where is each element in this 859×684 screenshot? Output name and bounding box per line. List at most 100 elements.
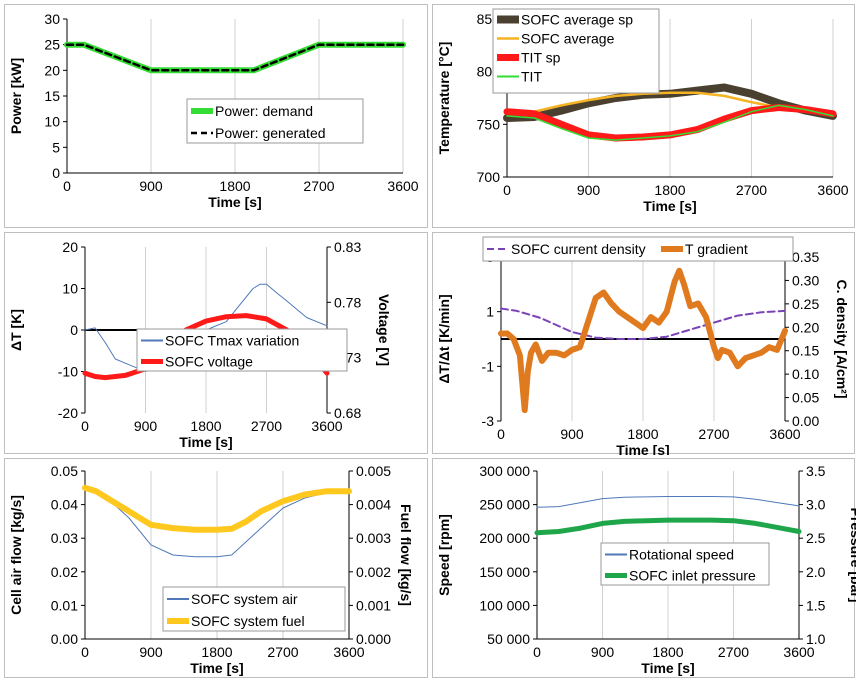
series-line-delta-t-1	[82, 313, 330, 381]
x-tick-label: 900	[560, 426, 584, 442]
y-tick-label: 0.04	[51, 497, 78, 513]
legend-box	[186, 98, 364, 144]
y-tick-label: 0.03	[51, 530, 78, 546]
legend-entry: SOFC system air	[191, 591, 298, 607]
y-tick-label: 20	[62, 239, 78, 255]
y-right-tick-label: 0.002	[356, 564, 391, 580]
legend-box	[162, 586, 346, 632]
x-tick-label: 0	[503, 182, 511, 198]
y-tick-label: -3	[482, 413, 495, 429]
panel-power: 0 900 1800 2700 3600 0 5 10 15 20 25 30 Time [s] Powe…	[4, 4, 428, 228]
x-tick-label: 2700	[718, 644, 749, 660]
x-axis-label: Time [s]	[190, 660, 243, 676]
x-tick-label: 900	[139, 644, 163, 660]
y-axis-label: Temperature [°C]	[436, 42, 452, 155]
legend-entry: SOFC system fuel	[191, 613, 305, 629]
x-tick-label: 2700	[736, 182, 767, 198]
y-tick-label: -10	[58, 364, 78, 380]
y-axis-label: Power [kW]	[8, 58, 24, 134]
y-tick-label: 0.00	[51, 631, 78, 647]
chart-gradient: 0900180027003600-3-1130.000.050.100.150.…	[436, 236, 850, 458]
y-tick-label: 10	[44, 114, 60, 130]
legend-entry: Rotational speed	[629, 547, 734, 563]
y-axis-label: Speed [rpm]	[436, 514, 452, 596]
y-right-tick-label: 0.003	[356, 530, 391, 546]
y-tick-label: 20	[44, 62, 60, 78]
y-axis-right-label: C. density [A/cm²]	[834, 279, 850, 398]
y-tick-label: 0	[52, 165, 60, 181]
legend-box	[600, 542, 770, 586]
chart-speed: 0 900 1800 2700 3600 50 000 100 000 150 000 200 …	[436, 463, 859, 676]
y-right-tick-label: 0.83	[334, 239, 361, 255]
y-right-tick-label: 2.0	[806, 564, 826, 580]
legend-box	[136, 328, 348, 372]
series-line-gradient-0	[500, 307, 786, 340]
x-tick-label: 0	[81, 418, 89, 434]
legend-entry: SOFC average sp	[521, 12, 633, 28]
y-tick-label: 50 000	[487, 631, 530, 647]
y-tick-label: 200 000	[479, 530, 530, 546]
y-right-tick-label: 0.05	[792, 390, 819, 406]
x-tick-label: 3600	[769, 426, 800, 442]
y-tick-label: 30	[44, 11, 60, 27]
y-right-tick-label: 0.10	[792, 366, 819, 382]
y-right-tick-label: 3.5	[806, 463, 826, 479]
legend-entry: SOFC average	[521, 31, 615, 47]
y-right-tick-label: 2.5	[806, 530, 826, 546]
y-tick-label: 750	[477, 116, 501, 132]
y-tick-label: 5	[52, 139, 60, 155]
x-tick-label: 2700	[251, 418, 282, 434]
legend-box	[482, 236, 794, 262]
panel-gradient: 0900180027003600-3-1130.000.050.100.150.…	[432, 232, 855, 458]
x-tick-label: 3600	[783, 644, 814, 660]
series-line-temperature-3	[506, 104, 834, 141]
panel-speed: 0 900 1800 2700 3600 50 000 100 000 150 000 200 …	[432, 458, 859, 678]
y-right-tick-label: 0.78	[334, 294, 361, 310]
series-line-temperature-2	[503, 104, 837, 142]
x-tick-label: 900	[139, 178, 163, 194]
y-tick-label: 10	[62, 281, 78, 297]
x-tick-label: 900	[134, 418, 158, 434]
x-tick-label: 1800	[219, 178, 250, 194]
y-right-tick-label: 0.000	[356, 631, 391, 647]
y-tick-label: 0	[70, 322, 78, 338]
series-line-speed-1	[534, 517, 802, 536]
y-axis-right-label: Fuel flow [kg/s]	[398, 504, 414, 606]
y-axis-label: Cell air flow [kg/s]	[8, 495, 24, 615]
x-tick-label: 3600	[311, 418, 342, 434]
panel-temperature: 0 900 1800 2700 3600 700 750 800 850 Time [s] Temp…	[432, 4, 855, 228]
legend-entry: Power: generated	[215, 125, 326, 141]
legend-entry: SOFC Tmax variation	[165, 333, 299, 349]
x-tick-label: 1800	[190, 418, 221, 434]
x-tick-label: 1800	[652, 644, 683, 660]
x-axis-label: Time [s]	[616, 442, 669, 455]
y-right-tick-label: 0.00	[792, 413, 819, 429]
legend-entry: Power: demand	[215, 103, 313, 119]
y-tick-label: -1	[482, 358, 495, 374]
y-right-tick-label: 1.5	[806, 597, 826, 613]
legend-entry: TIT sp	[521, 50, 561, 66]
legend-entry: SOFC voltage	[165, 354, 253, 370]
x-tick-label: 1800	[201, 644, 232, 660]
series-line-power-1	[65, 43, 405, 72]
y-right-tick-label: 0.15	[792, 343, 819, 359]
legend-box	[492, 8, 660, 94]
x-tick-label: 1800	[627, 426, 658, 442]
x-tick-label: 0	[497, 426, 505, 442]
x-tick-label: 0	[533, 644, 541, 660]
y-tick-label: 1	[486, 304, 494, 320]
y-right-tick-label: 0.004	[356, 497, 391, 513]
legend-entry: SOFC inlet pressure	[629, 568, 756, 584]
y-tick-label: 0.05	[51, 463, 78, 479]
y-axis-right-label: Pressure [bar]	[848, 508, 856, 603]
x-axis-label: Time [s]	[179, 434, 232, 450]
y-tick-label: 15	[44, 88, 60, 104]
series-line-gradient-1	[498, 267, 788, 414]
series-line-speed-0	[536, 496, 800, 508]
x-axis-label: Time [s]	[208, 194, 261, 210]
x-tick-label: 900	[577, 182, 601, 198]
y-tick-label: 150 000	[479, 564, 530, 580]
panel-delta-t: 0 900 1800 2700 3600 -20 -10 0 10 20 0.68 0.73 0.78 0…	[4, 232, 428, 454]
y-right-tick-label: 0.68	[334, 405, 361, 421]
